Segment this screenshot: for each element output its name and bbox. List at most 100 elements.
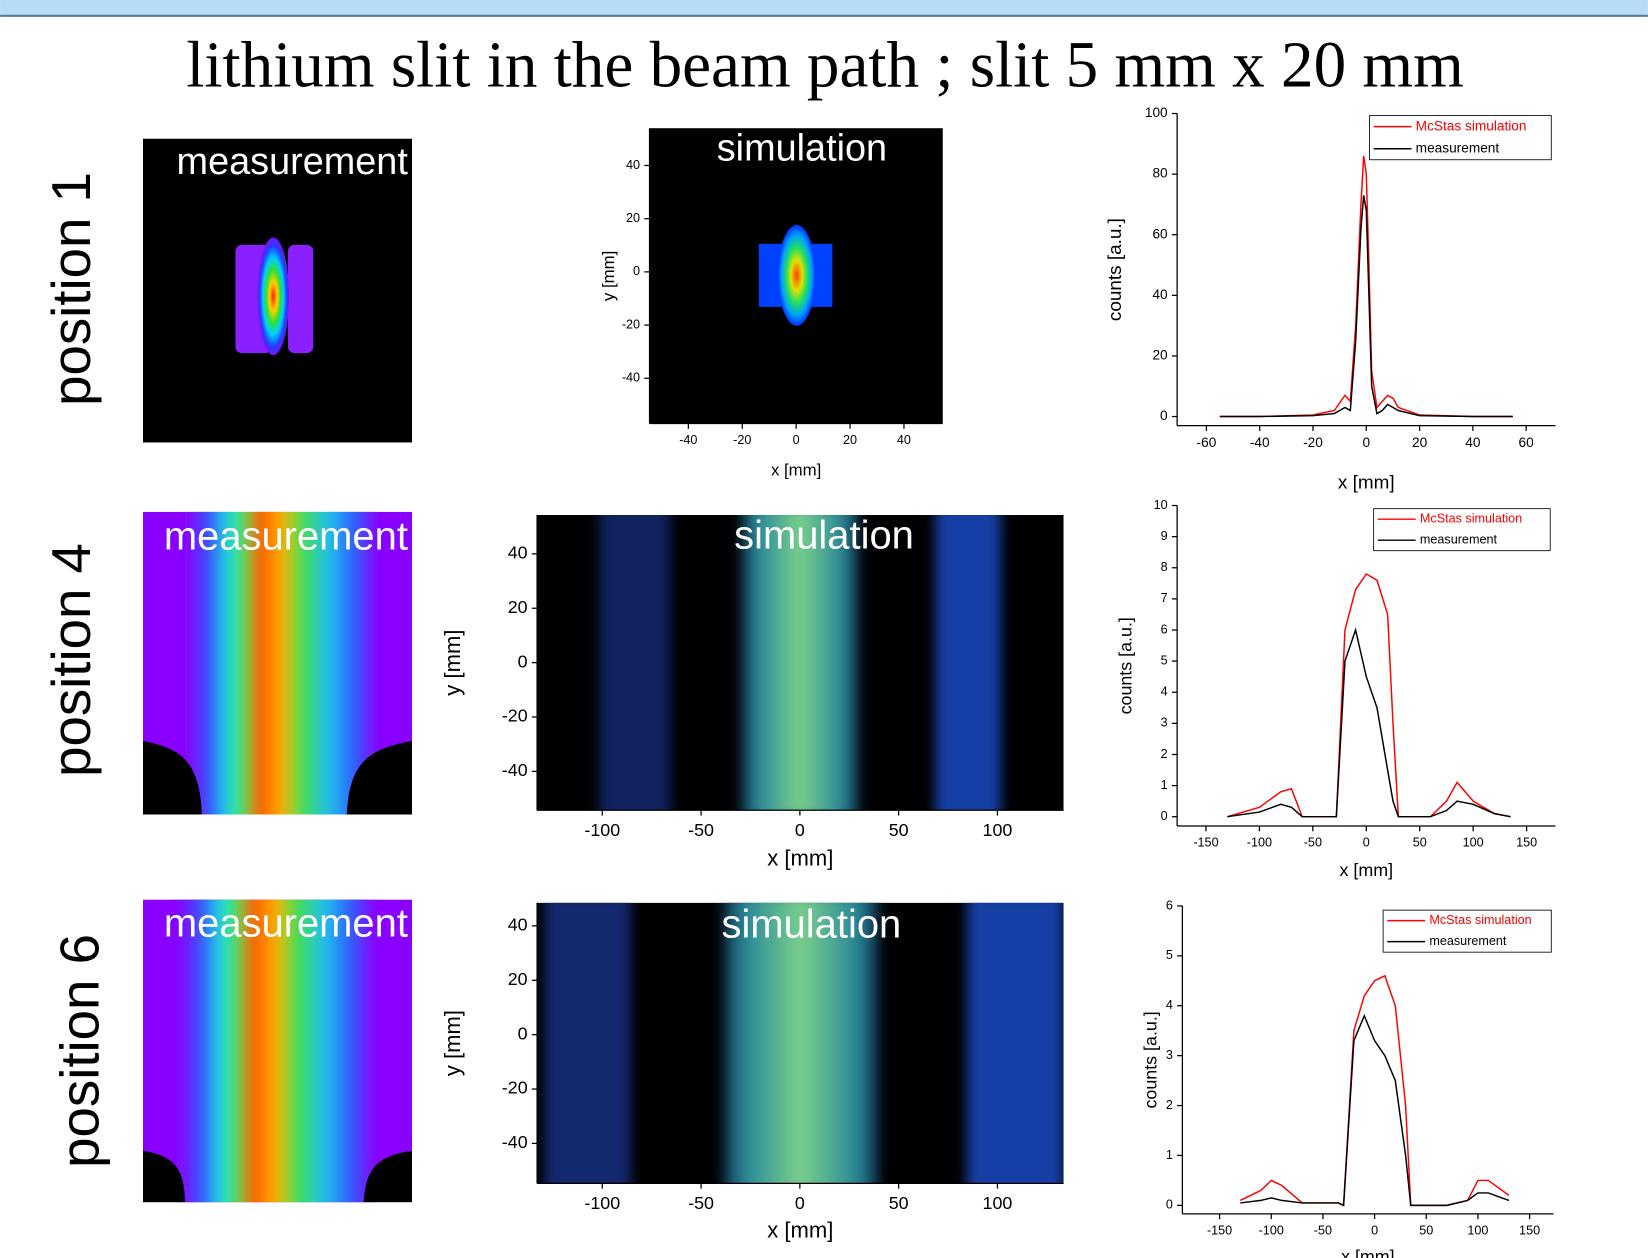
y-tick-label: 80 <box>1152 166 1168 181</box>
x-tick-label: 20 <box>843 433 857 447</box>
y-tick-label: 20 <box>508 969 528 989</box>
x-tick-label: 60 <box>1519 435 1535 450</box>
y-axis-label: y [mm] <box>440 630 465 696</box>
x-tick-label: 100 <box>1467 1223 1488 1237</box>
x-tick-label: -50 <box>1304 836 1322 850</box>
y-tick-label: 0 <box>1160 408 1168 423</box>
y-tick-label: 2 <box>1161 747 1168 761</box>
y-axis-label: counts [a.u.] <box>1115 617 1135 714</box>
image-title: simulation <box>717 127 887 169</box>
x-tick-label: 100 <box>1463 836 1484 850</box>
y-tick-label: 1 <box>1161 778 1168 792</box>
x-tick-label: 0 <box>795 1193 805 1213</box>
y-tick-label: 0 <box>1161 809 1168 823</box>
x-tick-label: 40 <box>897 433 911 447</box>
y-tick-label: 10 <box>1154 498 1168 512</box>
y-tick-label: 20 <box>1152 348 1168 363</box>
line-series <box>1219 195 1513 418</box>
image-title: simulation <box>734 514 914 558</box>
y-tick-label: 40 <box>1152 287 1168 302</box>
x-axis-label: x [mm] <box>767 1218 833 1243</box>
y-tick-label: 7 <box>1161 591 1168 605</box>
legend-box <box>1373 508 1551 552</box>
x-tick-label: -150 <box>1207 1223 1232 1237</box>
x-axis-label: x [mm] <box>1338 472 1395 493</box>
y-axis-label: counts [a.u.] <box>1105 218 1126 321</box>
x-tick-label: -100 <box>584 1193 620 1213</box>
x-axis-label: x [mm] <box>1341 1247 1395 1258</box>
y-tick-label: 20 <box>626 211 640 225</box>
x-tick-label: -40 <box>1250 435 1270 450</box>
legend-label: McStas simulation <box>1420 512 1522 526</box>
y-tick-label: -20 <box>502 706 528 726</box>
row-label: position 4 <box>41 543 102 777</box>
line-series <box>1219 155 1513 418</box>
row-label: position 1 <box>41 172 102 406</box>
y-tick-label: 3 <box>1161 716 1168 730</box>
y-tick-label: 40 <box>626 158 640 172</box>
y-tick-label: 6 <box>1166 898 1173 912</box>
y-tick-label: 40 <box>508 543 528 563</box>
x-tick-label: -50 <box>688 1193 714 1213</box>
x-tick-label: 40 <box>1465 435 1481 450</box>
legend-box <box>1382 909 1552 953</box>
line-series <box>1240 1013 1510 1207</box>
x-tick-label: 0 <box>1371 1223 1378 1237</box>
legend-label: measurement <box>1429 934 1507 948</box>
y-tick-label: 0 <box>633 264 640 278</box>
y-tick-label: 60 <box>1152 226 1168 241</box>
slide-title: lithium slit in the beam path ; slit 5 m… <box>186 29 1463 101</box>
image-title: simulation <box>722 902 902 946</box>
simulation-image <box>537 902 1064 1184</box>
x-tick-label: -40 <box>679 433 697 447</box>
legend-label: McStas simulation <box>1429 913 1531 927</box>
x-tick-label: -20 <box>733 433 751 447</box>
y-tick-label: -20 <box>502 1078 528 1098</box>
x-tick-label: -150 <box>1193 836 1218 850</box>
y-tick-label: 3 <box>1166 1048 1173 1062</box>
y-tick-label: 4 <box>1161 685 1168 699</box>
y-tick-label: 4 <box>1166 998 1173 1012</box>
y-tick-label: 1 <box>1166 1148 1173 1162</box>
y-axis-label: counts [a.u.] <box>1141 1011 1161 1108</box>
x-tick-label: 50 <box>889 820 909 840</box>
x-tick-label: -100 <box>1259 1223 1284 1237</box>
y-tick-label: 2 <box>1166 1098 1173 1112</box>
y-tick-label: -40 <box>502 1132 528 1152</box>
x-tick-label: 0 <box>793 433 800 447</box>
header-bar <box>0 0 1648 16</box>
x-tick-label: 150 <box>1519 1223 1540 1237</box>
line-series <box>1239 974 1510 1207</box>
x-axis-label: x [mm] <box>767 846 833 871</box>
x-tick-label: -100 <box>1247 836 1272 850</box>
y-tick-label: -40 <box>502 760 528 780</box>
x-tick-label: -100 <box>584 820 620 840</box>
row-label: position 6 <box>50 934 111 1168</box>
y-tick-label: 20 <box>508 597 528 617</box>
y-axis-label: y [mm] <box>440 1010 465 1076</box>
y-tick-label: 9 <box>1161 529 1168 543</box>
x-tick-label: -50 <box>1314 1223 1332 1237</box>
measurement-image: measurement <box>142 899 413 1203</box>
x-tick-label: 100 <box>983 1193 1013 1213</box>
x-tick-label: 20 <box>1412 435 1428 450</box>
legend-box <box>1369 115 1552 161</box>
image-label: measurement <box>177 141 409 183</box>
x-tick-label: -60 <box>1197 435 1217 450</box>
x-axis-label: x [mm] <box>771 460 821 479</box>
x-tick-label: 0 <box>795 820 805 840</box>
y-tick-label: 0 <box>1166 1198 1173 1212</box>
legend-label: measurement <box>1420 533 1498 547</box>
image-label: measurement <box>164 901 408 945</box>
x-tick-label: 150 <box>1516 836 1537 850</box>
line-series <box>1227 572 1511 818</box>
y-tick-label: 5 <box>1166 948 1173 962</box>
y-tick-label: -20 <box>622 317 640 331</box>
x-tick-label: 100 <box>983 820 1013 840</box>
x-tick-label: 50 <box>1419 1223 1433 1237</box>
image-label: measurement <box>164 515 408 559</box>
x-axis-label: x [mm] <box>1340 860 1394 880</box>
x-tick-label: -50 <box>688 820 714 840</box>
y-tick-label: 40 <box>508 915 528 935</box>
legend-label: measurement <box>1416 140 1500 155</box>
